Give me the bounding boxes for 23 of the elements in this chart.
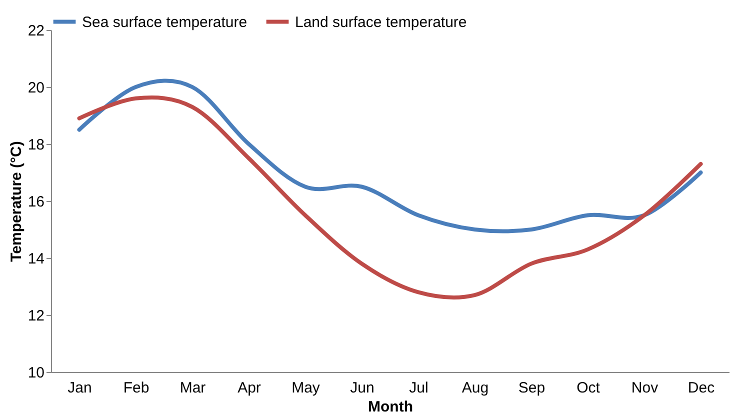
y-tick-label: 22	[28, 22, 44, 40]
y-tick-label: 14	[28, 250, 44, 268]
x-tick-label: Jul	[409, 380, 428, 396]
x-tick-label: May	[292, 380, 320, 396]
x-tick-label: Feb	[123, 380, 150, 396]
y-tick-label: 16	[28, 194, 44, 210]
x-tick-label: Apr	[238, 380, 261, 396]
y-tick-label: 20	[28, 80, 44, 96]
legend-label: Land surface temperature	[295, 14, 467, 31]
x-tick-label: Oct	[576, 380, 601, 396]
y-tick-label: 10	[28, 364, 44, 382]
x-tick-label: Aug	[462, 380, 489, 396]
y-tick-label: 12	[28, 308, 44, 324]
y-axis-title: Temperature (°C)	[8, 141, 25, 262]
x-tick-label: Nov	[631, 380, 659, 396]
legend-label: Sea surface temperature	[82, 14, 248, 31]
x-tick-label: Jan	[68, 380, 92, 396]
y-tick-label: 18	[28, 136, 44, 154]
x-tick-label: Dec	[688, 380, 716, 396]
x-axis-title: Month	[368, 398, 413, 416]
x-tick-label: Jun	[350, 380, 374, 396]
x-tick-label: Sep	[518, 380, 546, 396]
x-tick-label: Mar	[180, 380, 206, 396]
